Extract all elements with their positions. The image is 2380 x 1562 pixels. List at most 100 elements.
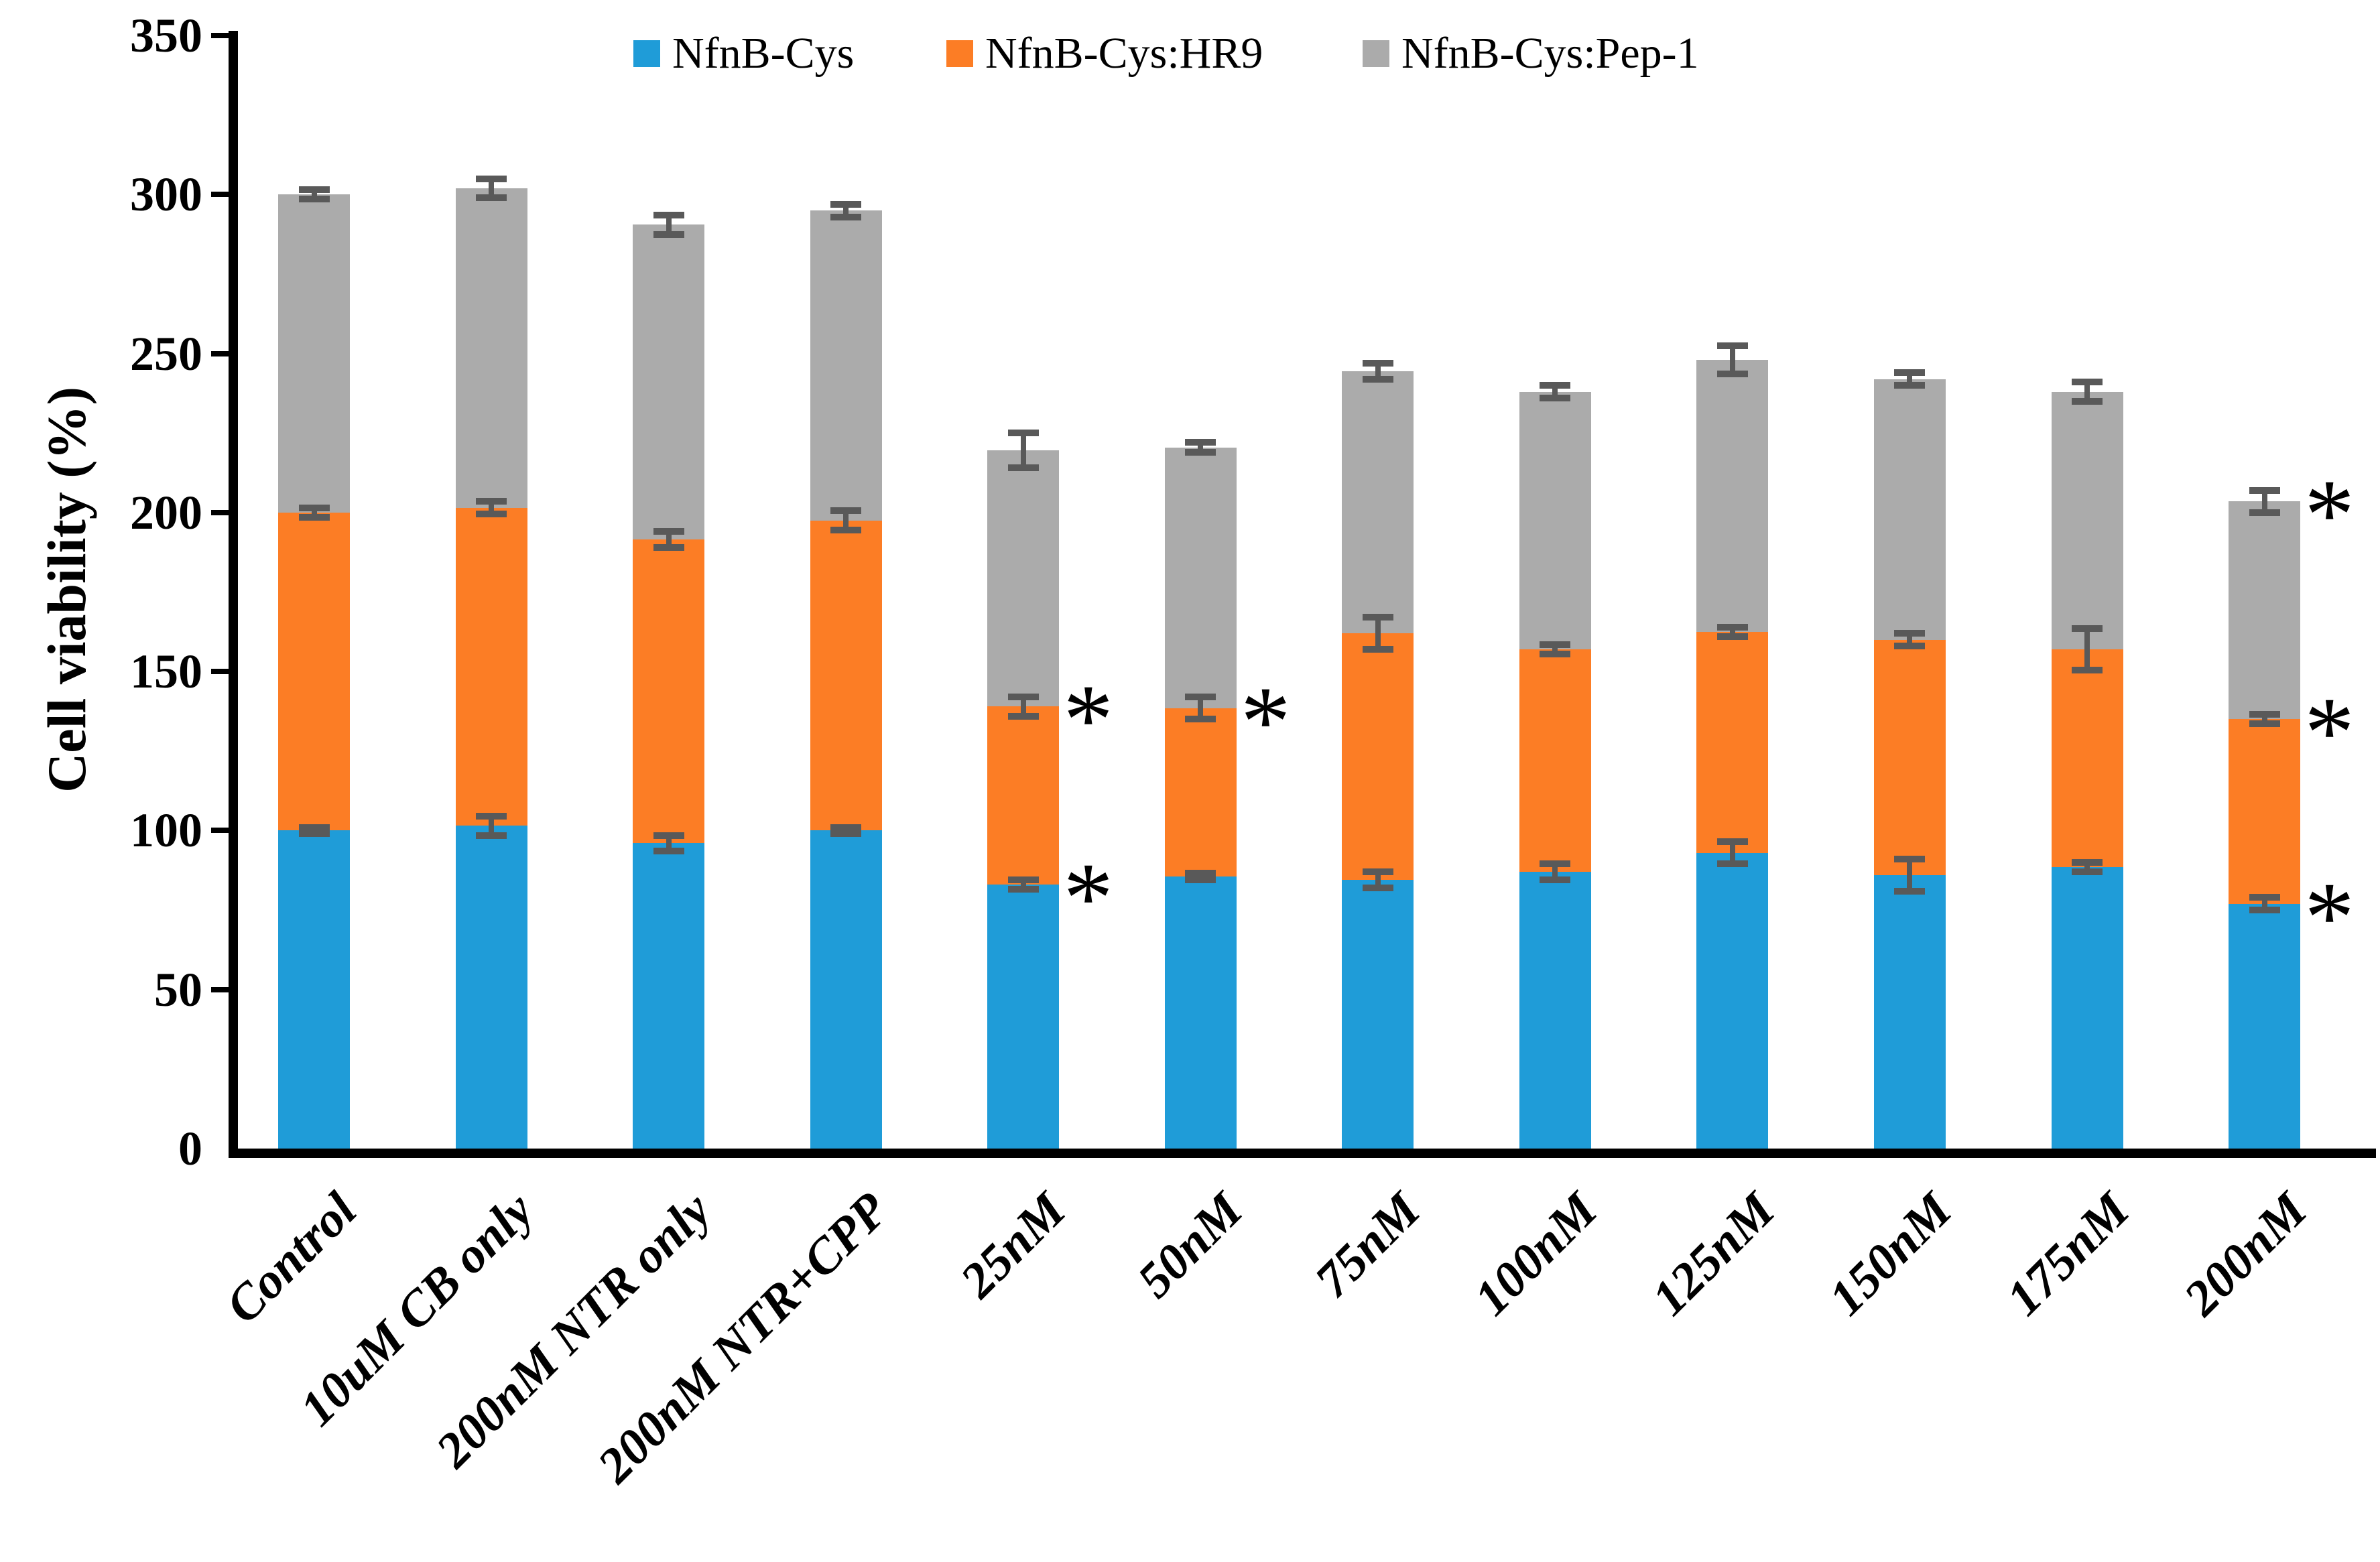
error-bar-cap bbox=[2249, 720, 2280, 728]
y-axis-tick bbox=[211, 33, 229, 38]
y-axis-tick bbox=[211, 509, 229, 515]
y-axis-tick bbox=[211, 192, 229, 198]
y-tick-label: 350 bbox=[130, 9, 202, 62]
legend-label-nfnb-cys-pep-1: NfnB-Cys:Pep-1 bbox=[1401, 29, 1699, 78]
error-bar-line bbox=[2084, 629, 2090, 670]
error-bar-cap bbox=[830, 824, 862, 831]
error-bar-cap bbox=[1894, 369, 1926, 377]
error-bar-line bbox=[666, 531, 672, 548]
error-bar-cap bbox=[1185, 870, 1216, 877]
error-bar-line bbox=[843, 511, 849, 530]
error-bar-cap bbox=[476, 511, 507, 518]
legend-swatch-nfnb-cys-hr9 bbox=[946, 40, 973, 67]
y-tick-label: 200 bbox=[130, 485, 202, 539]
bar-segment-nfnb-cys-pep-1-25nm bbox=[987, 450, 1060, 707]
bar-segment-nfnb-cys-hr9-200nm-ntr-only bbox=[633, 539, 705, 844]
y-axis-title: Cell viability (%) bbox=[36, 387, 97, 793]
bar-segment-nfnb-cys-hr9-150nm bbox=[1873, 639, 1946, 875]
error-bar-cap bbox=[2072, 397, 2103, 405]
error-bar-line bbox=[1198, 442, 1204, 452]
error-bar-cap bbox=[298, 513, 330, 521]
y-axis-line bbox=[229, 31, 238, 1158]
error-bar-line bbox=[311, 507, 317, 517]
legend-label-nfnb-cys: NfnB-Cys bbox=[672, 29, 855, 78]
error-bar-cap bbox=[1362, 645, 1393, 653]
y-tick-label: 250 bbox=[130, 326, 202, 381]
bar-segment-nfnb-cys-25nm bbox=[987, 885, 1060, 1149]
error-bar-cap bbox=[1540, 876, 1571, 883]
error-bar-cap bbox=[2249, 486, 2280, 494]
error-bar-cap bbox=[1185, 439, 1216, 446]
bar-segment-nfnb-cys-pep-1-50nm bbox=[1164, 447, 1237, 708]
error-bar-line bbox=[1375, 363, 1381, 379]
error-bar-cap bbox=[298, 186, 330, 194]
error-bar-line bbox=[1375, 872, 1381, 888]
y-axis-tick bbox=[211, 669, 229, 675]
x-tick-label: 10uM CB only bbox=[289, 1182, 544, 1437]
error-bar-cap bbox=[1716, 860, 1748, 868]
error-bar-cap bbox=[2072, 868, 2103, 876]
error-bar-cap bbox=[298, 196, 330, 203]
bar-segment-nfnb-cys-hr9-175nm bbox=[2051, 649, 2123, 867]
significance-asterisk: * bbox=[1240, 665, 1291, 777]
error-bar-cap bbox=[2249, 907, 2280, 914]
error-bar-line bbox=[2084, 382, 2090, 401]
error-bar-cap bbox=[2072, 666, 2103, 673]
error-bar-line bbox=[843, 204, 849, 217]
error-bar-cap bbox=[2249, 894, 2280, 901]
y-tick-label: 50 bbox=[154, 962, 202, 1017]
bar-segment-nfnb-cys-control bbox=[278, 830, 350, 1149]
error-bar-cap bbox=[1894, 856, 1926, 863]
error-bar-cap bbox=[2072, 625, 2103, 633]
x-tick-label: 150nM bbox=[1818, 1182, 1963, 1327]
bar-segment-nfnb-cys-hr9-50nm bbox=[1164, 708, 1237, 877]
x-tick-label: 200nM NTR only bbox=[425, 1182, 722, 1478]
error-bar-cap bbox=[1716, 838, 1748, 846]
bar-segment-nfnb-cys-200nm-ntr-only bbox=[633, 843, 705, 1149]
error-bar-line bbox=[666, 215, 672, 235]
significance-asterisk: * bbox=[2304, 459, 2355, 571]
legend-item-nfnb-cys: NfnB-Cys bbox=[633, 29, 855, 78]
error-bar-cap bbox=[1007, 712, 1039, 720]
error-bar-line bbox=[1729, 627, 1735, 637]
bar-segment-nfnb-cys-hr9-75nm bbox=[1342, 633, 1414, 880]
legend-swatch-nfnb-cys-pep-1 bbox=[1363, 40, 1389, 67]
error-bar-line bbox=[1552, 864, 1558, 880]
legend-label-nfnb-cys-hr9: NfnB-Cys:HR9 bbox=[985, 29, 1263, 78]
error-bar-cap bbox=[1894, 887, 1926, 895]
error-bar-cap bbox=[1894, 643, 1926, 650]
y-tick-label: 150 bbox=[130, 645, 202, 699]
error-bar-line bbox=[1020, 433, 1026, 468]
significance-asterisk: * bbox=[2304, 677, 2355, 789]
bar-segment-nfnb-cys-pep-1-125nm bbox=[1696, 360, 1769, 632]
error-bar-cap bbox=[1540, 641, 1571, 648]
x-axis-line bbox=[229, 1149, 2376, 1158]
bar-segment-nfnb-cys-pep-1-10um-cb-only bbox=[455, 188, 527, 508]
bar-segment-nfnb-cys-50nm bbox=[1164, 876, 1237, 1149]
error-bar-cap bbox=[1716, 342, 1748, 349]
error-bar-cap bbox=[298, 830, 330, 838]
error-bar-cap bbox=[1007, 464, 1039, 472]
error-bar-line bbox=[2084, 862, 2090, 872]
error-bar-cap bbox=[1007, 694, 1039, 701]
bar-segment-nfnb-cys-100nm bbox=[1519, 872, 1591, 1149]
bar-segment-nfnb-cys-pep-1-150nm bbox=[1873, 379, 1946, 640]
significance-asterisk: * bbox=[1063, 842, 1114, 954]
y-tick-label: 0 bbox=[178, 1122, 202, 1175]
error-bar-line bbox=[1729, 345, 1735, 375]
error-bar-line bbox=[489, 816, 495, 836]
error-bar-cap bbox=[1185, 876, 1216, 883]
bar-segment-nfnb-cys-hr9-125nm bbox=[1696, 631, 1769, 853]
x-tick-label: 175nM bbox=[1995, 1182, 2140, 1327]
bar-segment-nfnb-cys-hr9-25nm bbox=[987, 706, 1060, 885]
y-tick-label: 300 bbox=[130, 168, 202, 222]
bar-segment-nfnb-cys-125nm bbox=[1696, 852, 1769, 1149]
error-bar-cap bbox=[1894, 630, 1926, 637]
error-bar-cap bbox=[1362, 375, 1393, 383]
error-bar-cap bbox=[1362, 614, 1393, 621]
bar-segment-nfnb-cys-hr9-200nm-ntr-cpp bbox=[810, 520, 882, 831]
error-bar-cap bbox=[830, 200, 862, 208]
error-bar-cap bbox=[2249, 509, 2280, 516]
error-bar-cap bbox=[653, 544, 684, 551]
